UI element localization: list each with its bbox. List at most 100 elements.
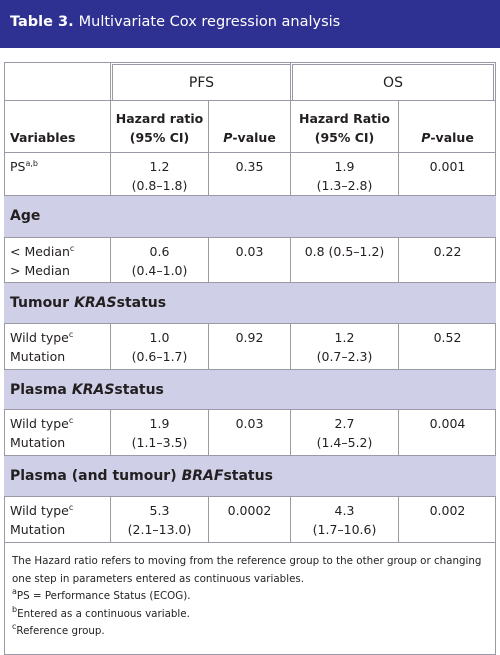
cell-line: 1.2 xyxy=(149,159,170,174)
cell-line: 1.0 xyxy=(149,330,170,345)
header-line: Hazard Ratio xyxy=(299,111,390,126)
label-text: Wild type xyxy=(10,503,69,518)
group-header: PFS xyxy=(110,62,290,100)
label-line: PSa,b xyxy=(10,157,110,176)
column-header: P-value xyxy=(398,100,496,152)
value-cell: 0.03 xyxy=(208,237,290,282)
footnote: bEntered as a continuous variable. xyxy=(12,604,488,624)
label-text: Mutation xyxy=(10,435,66,450)
value-cell: 1.2 (0.7–2.3) xyxy=(290,323,398,369)
footnote-mark: a xyxy=(12,587,17,596)
cell-line: 0.92 xyxy=(235,330,264,345)
cell-line: 5.3 xyxy=(149,503,170,518)
superscript: a,b xyxy=(25,159,39,168)
label-text: PS xyxy=(10,159,26,174)
row-label: < Medianc > Median xyxy=(4,237,110,282)
cell-line: (1.4–5.2) xyxy=(316,435,373,450)
value-cell: 0.35 xyxy=(208,152,290,195)
table-title: Multivariate Cox regression analysis xyxy=(78,14,341,30)
label-line: Wild typec xyxy=(10,414,110,433)
value-cell: 0.002 xyxy=(398,496,496,542)
column-header: P-value xyxy=(208,100,290,152)
cell-line: (1.7–10.6) xyxy=(312,522,377,537)
section-header: Plasma KRASstatus xyxy=(4,369,496,409)
cell-line: 0.03 xyxy=(235,244,264,259)
section-text: status xyxy=(114,382,164,398)
column-header: Variables xyxy=(4,100,110,152)
section-header: Age xyxy=(4,195,496,237)
header-line: (95% CI) xyxy=(129,130,190,145)
header-italic: P xyxy=(223,130,233,145)
header-line: P-value xyxy=(399,109,496,147)
label-line: Mutation xyxy=(10,433,110,452)
footnote-text: Entered as a continuous variable. xyxy=(17,607,190,620)
cell-line: 0.35 xyxy=(235,159,264,174)
header-line: P-value xyxy=(209,109,290,147)
section-text: Age xyxy=(10,208,41,224)
superscript: c xyxy=(68,330,74,339)
column-header: Hazard ratio (95% CI) xyxy=(110,100,208,152)
superscript: c xyxy=(68,503,74,512)
label-text: Wild type xyxy=(10,416,69,431)
value-cell: 0.0002 xyxy=(208,496,290,542)
cell-line: 0.002 xyxy=(429,503,466,518)
value-cell: 2.7 (1.4–5.2) xyxy=(290,409,398,455)
row-label: Wild typec Mutation xyxy=(4,323,110,369)
row-label: Wild typec Mutation xyxy=(4,496,110,542)
cell-line: (0.6–1.7) xyxy=(131,349,188,364)
cell-line: 0.52 xyxy=(433,330,462,345)
value-cell: 0.52 xyxy=(398,323,496,369)
value-cell: 1.9 (1.3–2.8) xyxy=(290,152,398,195)
superscript: c xyxy=(68,416,74,425)
header-line: Variables xyxy=(10,130,76,145)
cell-line: 2.7 xyxy=(334,416,355,431)
value-cell: 5.3 (2.1–13.0) xyxy=(110,496,208,542)
value-cell: 0.001 xyxy=(398,152,496,195)
header-italic: P xyxy=(421,130,431,145)
value-cell: 0.03 xyxy=(208,409,290,455)
column-header: Hazard Ratio (95% CI) xyxy=(290,100,398,152)
cell-line: (0.4–1.0) xyxy=(131,263,188,278)
footnote-mark: b xyxy=(12,604,18,614)
cell-line: 0.6 xyxy=(149,244,170,259)
cell-line: 1.9 xyxy=(149,416,170,431)
cell-line: (1.1–3.5) xyxy=(131,435,188,450)
footnote: cReference group. xyxy=(12,623,488,641)
label-line: < Medianc xyxy=(10,242,110,261)
note-text: The Hazard ratio refers to moving from t… xyxy=(12,555,482,585)
section-header: Plasma (and tumour) BRAFstatus xyxy=(4,455,496,496)
section-header: Tumour KRASstatus xyxy=(4,282,496,323)
cell-line: 0.22 xyxy=(433,244,462,259)
section-text: status xyxy=(223,468,273,484)
label-text: > Median xyxy=(10,263,70,278)
section-text: Plasma xyxy=(10,382,67,398)
value-cell: 1.0 (0.6–1.7) xyxy=(110,323,208,369)
header-text: -value xyxy=(232,130,276,145)
cell-line: 0.0002 xyxy=(227,503,272,518)
value-cell: 0.92 xyxy=(208,323,290,369)
notes: The Hazard ratio refers to moving from t… xyxy=(4,542,496,655)
label-text: Wild type xyxy=(10,330,69,345)
label-line: Mutation xyxy=(10,520,110,539)
label-text: < Median xyxy=(10,244,70,259)
value-cell: 4.3 (1.7–10.6) xyxy=(290,496,398,542)
cell-line: (0.7–2.3) xyxy=(316,349,373,364)
header-text: -value xyxy=(430,130,474,145)
value-cell: 0.22 xyxy=(398,237,496,282)
section-text: KRAS xyxy=(71,382,115,398)
section-text: Tumour xyxy=(10,295,70,311)
group-header: OS xyxy=(290,62,496,100)
header-line: (95% CI) xyxy=(314,130,375,145)
section-text: BRAF xyxy=(181,468,224,484)
label-line: Mutation xyxy=(10,347,110,366)
title-bar: Table 3. Multivariate Cox regression anal… xyxy=(0,0,500,48)
label-text: Mutation xyxy=(10,522,66,537)
label-line: Wild typec xyxy=(10,501,110,520)
row-label: Wild typec Mutation xyxy=(4,409,110,455)
superscript: c xyxy=(69,244,75,253)
label-line: > Median xyxy=(10,261,110,280)
cell-line: 4.3 xyxy=(334,503,355,518)
value-cell: 1.9 (1.1–3.5) xyxy=(110,409,208,455)
value-cell: 0.6 (0.4–1.0) xyxy=(110,237,208,282)
